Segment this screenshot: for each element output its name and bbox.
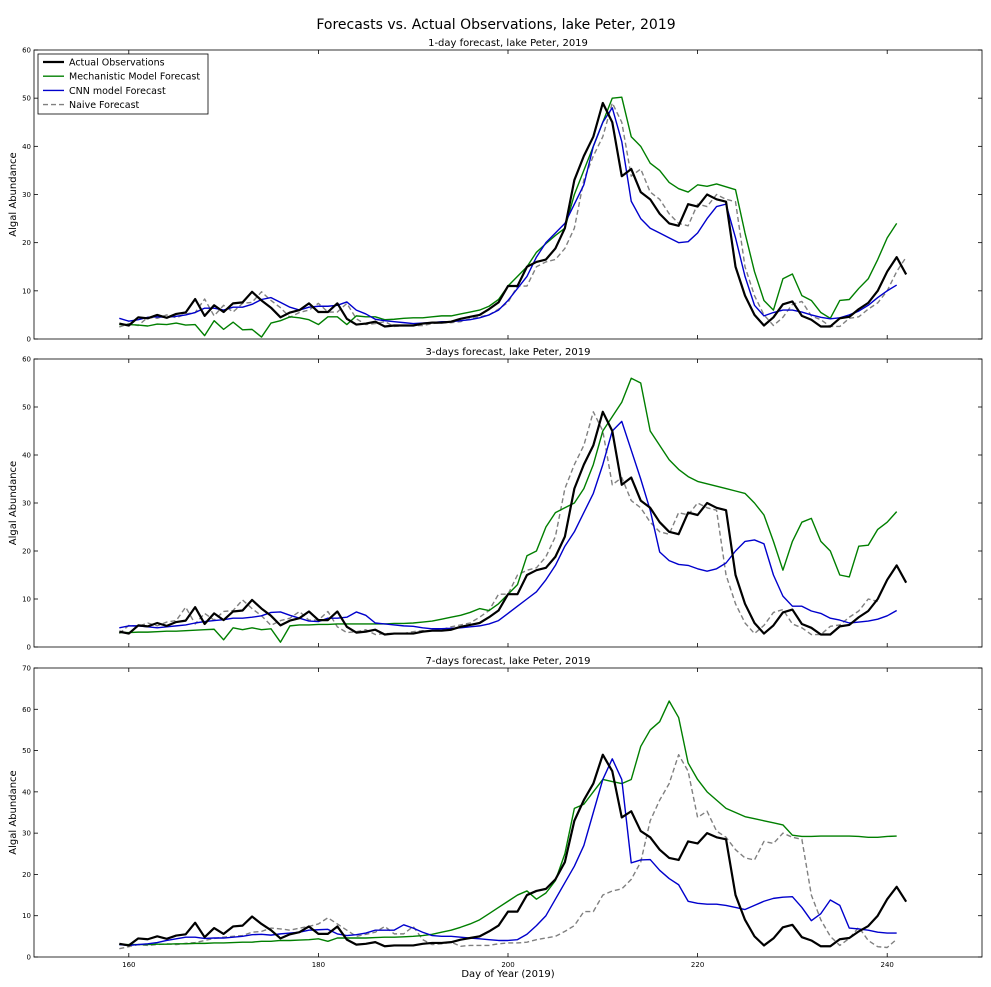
series-group — [119, 96, 908, 338]
y-tick-label: 0 — [27, 954, 31, 962]
legend-label: CNN model Forecast — [69, 86, 166, 97]
y-tick-label: 30 — [22, 830, 31, 838]
y-tick-label: 30 — [22, 191, 31, 199]
y-tick-label: 30 — [22, 500, 31, 508]
y-tick-label: 20 — [22, 871, 31, 879]
series-line-naive-forecast — [118, 411, 878, 636]
x-tick-label: 180 — [312, 961, 325, 969]
y-tick-label: 10 — [22, 912, 31, 920]
subplot-title: 7-days forecast, lake Peter, 2019 — [425, 656, 590, 667]
subplot-title: 1-day forecast, lake Peter, 2019 — [428, 38, 588, 49]
legend-box — [37, 53, 209, 115]
y-tick-label: 0 — [27, 644, 31, 652]
y-tick-label: 50 — [22, 95, 31, 103]
series-line-cnn-model-forecast — [119, 107, 898, 325]
x-tick-label: 160 — [122, 961, 135, 969]
legend-label: Actual Observations — [69, 58, 165, 69]
legend-label: Mechanistic Model Forecast — [69, 72, 200, 83]
subplot-title: 3-days forecast, lake Peter, 2019 — [425, 347, 590, 358]
y-tick-label: 60 — [22, 706, 31, 714]
y-tick-label: 50 — [22, 747, 31, 755]
y-axis-label: Algal Abundance — [8, 461, 19, 545]
series-group — [119, 700, 908, 950]
y-tick-label: 20 — [22, 239, 31, 247]
y-tick-label: 40 — [22, 143, 31, 151]
series-line-cnn-model-forecast — [119, 758, 897, 947]
y-axis-label: Algal Abundance — [8, 770, 19, 854]
y-axis-label: Algal Abundance — [8, 152, 19, 236]
series-line-actual-observations — [119, 753, 908, 948]
chart-panel-1: 1-day forecast, lake Peter, 2019 Algal Ab… — [8, 38, 983, 344]
y-tick-label: 20 — [22, 548, 31, 556]
series-line-mechanistic-model-forecast — [119, 377, 898, 643]
y-tick-label: 70 — [22, 665, 31, 673]
x-tick-label: 200 — [501, 961, 514, 969]
axes-layer: 1-day forecast, lake Peter, 2019 Algal Ab… — [8, 38, 983, 980]
x-tick-label: 220 — [691, 961, 704, 969]
series-line-naive-forecast — [119, 754, 898, 950]
y-tick-label: 10 — [22, 287, 31, 295]
y-tick-label: 50 — [22, 404, 31, 412]
plot-frame — [33, 667, 983, 958]
figure-title: Forecasts vs. Actual Observations, lake … — [316, 17, 675, 33]
legend: Actual Observations Mechanistic Model For… — [37, 53, 209, 115]
x-tick-label: 240 — [881, 961, 894, 969]
y-tick-label: 40 — [22, 788, 31, 796]
chart-panel-3: 7-days forecast, lake Peter, 2019 Algal A… — [8, 656, 983, 980]
plot-frame — [33, 358, 983, 648]
y-tick-label: 40 — [22, 452, 31, 460]
series-line-actual-observations — [119, 410, 908, 636]
series-line-actual-observations — [119, 101, 908, 328]
series-line-cnn-model-forecast — [119, 420, 898, 630]
chart-panel-2: 3-days forecast, lake Peter, 2019 Algal A… — [8, 347, 983, 652]
series-group — [118, 377, 908, 643]
y-tick-label: 0 — [27, 336, 31, 344]
plot-frame — [33, 49, 983, 340]
y-tick-label: 60 — [22, 356, 31, 364]
y-tick-label: 10 — [22, 596, 31, 604]
series-line-mechanistic-model-forecast — [119, 700, 897, 946]
legend-label: Naive Forecast — [69, 100, 140, 111]
x-axis-label: Day of Year (2019) — [461, 969, 554, 980]
y-tick-label: 60 — [22, 47, 31, 55]
